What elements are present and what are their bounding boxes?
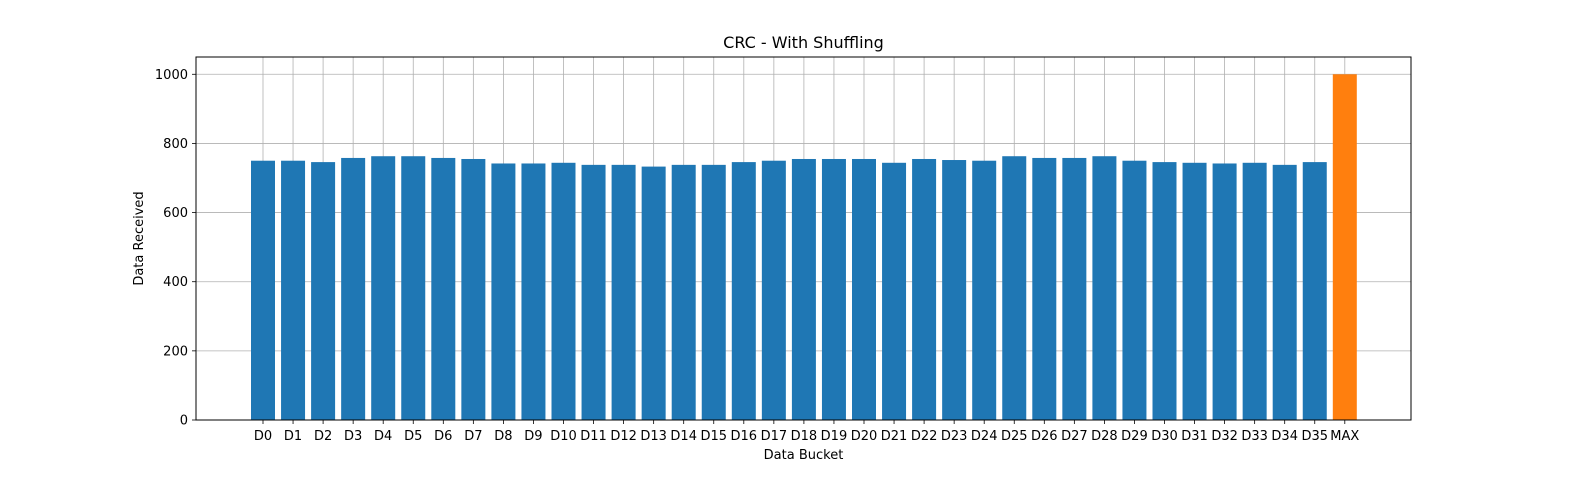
x-axis-label: Data Bucket (764, 448, 844, 463)
y-tick-label: 800 (163, 137, 188, 152)
bar-max (1332, 74, 1357, 421)
x-tick-label: D12 (610, 429, 637, 444)
chart-title: CRC - With Shuffling (723, 33, 884, 52)
x-tick-label: D26 (1031, 429, 1058, 444)
x-tick-label: D4 (374, 429, 392, 444)
x-tick-label: D16 (731, 429, 758, 444)
x-tick-label: D24 (971, 429, 998, 444)
x-tick-label: D27 (1061, 429, 1088, 444)
bar-d8 (491, 163, 516, 421)
x-tick-label: D0 (254, 429, 272, 444)
x-tick-label: D22 (911, 429, 938, 444)
bar-d1 (281, 160, 306, 420)
x-tick-label: D10 (550, 429, 577, 444)
bar-d11 (581, 164, 606, 420)
bar-d29 (1122, 160, 1147, 420)
bars (251, 74, 1357, 421)
bar-d21 (882, 162, 907, 420)
bar-d24 (972, 160, 997, 420)
x-tick-label: D25 (1001, 429, 1028, 444)
x-tick-label: D18 (791, 429, 818, 444)
x-tick-label: D3 (344, 429, 362, 444)
x-tick-label: D21 (881, 429, 908, 444)
y-tick-label: 400 (163, 275, 188, 290)
x-tick-label: D1 (284, 429, 302, 444)
bar-d2 (311, 162, 336, 420)
bar-d7 (461, 158, 486, 420)
x-tick-label: D13 (640, 429, 667, 444)
bar-d0 (251, 160, 275, 420)
bar-d22 (912, 158, 937, 420)
x-tick-label: D31 (1181, 429, 1208, 444)
bar-d16 (731, 162, 756, 420)
bar-d33 (1242, 162, 1267, 420)
bar-d34 (1272, 164, 1297, 420)
bar-d27 (1062, 157, 1087, 420)
x-tick-label: D19 (821, 429, 848, 444)
x-tick-label: D28 (1091, 429, 1118, 444)
x-tick-label: D11 (580, 429, 607, 444)
x-tick-label: D2 (314, 429, 332, 444)
y-axis-label: Data Received (132, 191, 147, 285)
x-tick-label: D17 (761, 429, 788, 444)
bar-d28 (1092, 156, 1117, 420)
x-tick-label: D34 (1271, 429, 1298, 444)
x-tick-label: D5 (404, 429, 422, 444)
y-axis-ticks: 0 200 400 600 800 1000 (155, 68, 196, 429)
y-tick-label: 200 (163, 344, 188, 359)
bar-d17 (761, 160, 786, 420)
x-tick-label: D33 (1241, 429, 1268, 444)
y-tick-label: 600 (163, 206, 188, 221)
bar-d23 (942, 160, 967, 420)
x-tick-label: D23 (941, 429, 968, 444)
x-tick-label: D9 (524, 429, 542, 444)
bar-d18 (791, 158, 816, 420)
x-tick-label: D32 (1211, 429, 1238, 444)
bar-d26 (1032, 157, 1057, 420)
x-tick-label: D20 (851, 429, 878, 444)
x-tick-label: MAX (1330, 429, 1359, 444)
bar-d19 (821, 158, 846, 420)
bar-d32 (1212, 163, 1237, 421)
bar-d31 (1182, 162, 1207, 420)
bar-d9 (521, 163, 546, 421)
bar-d12 (611, 164, 636, 420)
bar-d14 (671, 164, 696, 420)
x-axis-ticks: D0 D1 D2 D3 D4 D5 D6 D7 D8 D9 D10 D11 D12 D13 D14 D15 D1… (254, 420, 1359, 444)
x-tick-label: D15 (700, 429, 727, 444)
bar-d4 (371, 156, 396, 420)
y-tick-label: 0 (180, 414, 188, 429)
bar-d6 (431, 157, 456, 420)
x-tick-label: D14 (670, 429, 697, 444)
bar-d15 (701, 164, 726, 420)
x-tick-label: D35 (1301, 429, 1328, 444)
y-tick-label: 1000 (155, 68, 188, 83)
bar-d35 (1302, 162, 1327, 420)
x-tick-label: D8 (494, 429, 512, 444)
x-tick-label: D30 (1151, 429, 1178, 444)
bar-d30 (1152, 162, 1177, 420)
bar-d10 (551, 162, 576, 420)
bar-d13 (641, 166, 666, 420)
bar-d25 (1002, 156, 1027, 420)
x-tick-label: D29 (1121, 429, 1148, 444)
bar-d5 (401, 156, 426, 420)
bar-d20 (852, 158, 876, 420)
x-tick-label: D7 (464, 429, 482, 444)
x-tick-label: D6 (434, 429, 452, 444)
bar-d3 (341, 157, 366, 420)
